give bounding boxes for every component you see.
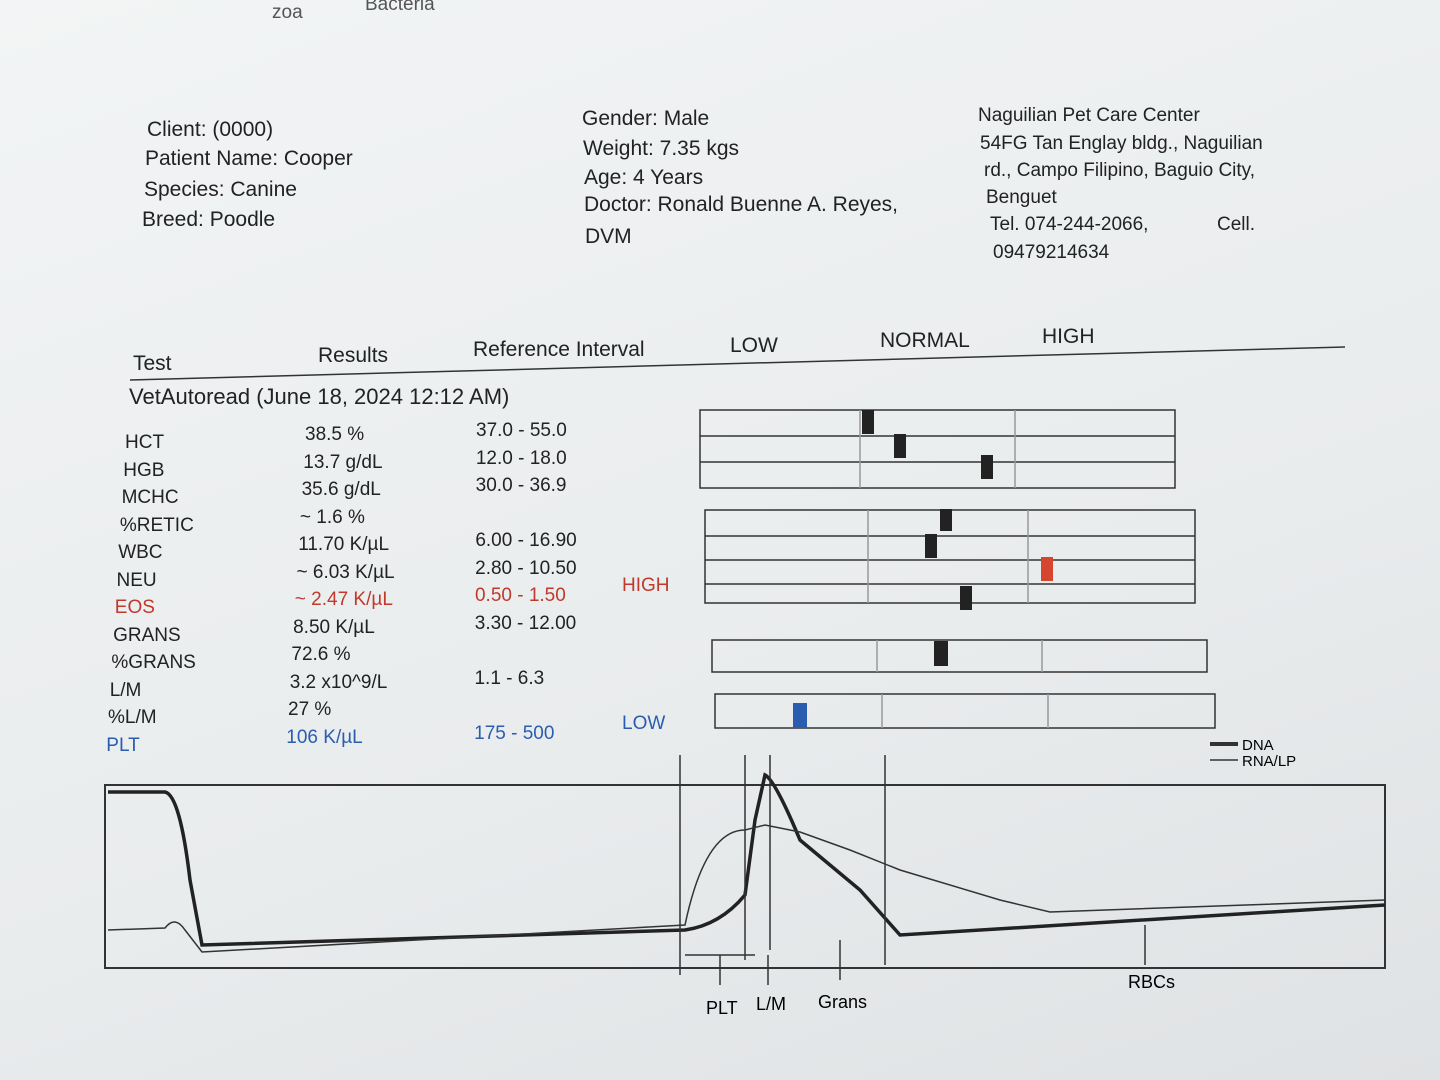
result: 13.7 g/dL <box>303 451 383 473</box>
result: 72.6 % <box>291 644 351 665</box>
range-bars <box>699 409 1216 729</box>
patient-line: DVM <box>585 225 632 248</box>
result: 106 K/µL <box>286 726 363 748</box>
result: 8.50 K/µL <box>293 616 375 638</box>
test-name: %GRANS <box>111 652 196 673</box>
reference: 3.30 - 12.00 <box>474 612 577 634</box>
header: NORMAL <box>880 329 970 352</box>
header: Results <box>318 344 389 367</box>
test-name: WBC <box>118 542 163 563</box>
fragment: Bacteria <box>365 0 435 15</box>
graph-label: RBCs <box>1128 972 1175 992</box>
test-name: HGB <box>123 459 165 481</box>
client-line: Patient Name: Cooper <box>145 147 353 170</box>
test-name: L/M <box>109 679 142 701</box>
graph-label: PLT <box>706 998 738 1018</box>
test-name: NEU <box>116 569 157 591</box>
graph-label: Grans <box>818 992 867 1012</box>
flag: HIGH <box>622 575 670 596</box>
test-name: %L/M <box>108 707 157 728</box>
flag: LOW <box>622 712 666 734</box>
header: Test <box>133 352 172 375</box>
test-name: EOS <box>114 597 155 618</box>
clinic-line: rd., Campo Filipino, Baguio City, <box>984 160 1256 181</box>
reference: 6.00 - 16.90 <box>475 530 577 551</box>
clinic-line: Naguilian Pet Care Center <box>978 105 1200 126</box>
legend-label: DNA <box>1242 737 1274 754</box>
reference: 2.80 - 10.50 <box>475 557 577 579</box>
clinic-cell-number: 09479214634 <box>993 242 1110 263</box>
result: ~ 1.6 % <box>299 506 365 528</box>
test-name: GRANS <box>113 624 181 646</box>
result: ~ 2.47 K/µL <box>294 589 393 610</box>
client-line: Breed: Poodle <box>142 208 276 231</box>
fragment: zoa <box>272 2 303 23</box>
clinic-line: 54FG Tan Englay bldg., Naguilian <box>980 133 1263 154</box>
result: ~ 6.03 K/µL <box>296 561 395 583</box>
header: HIGH <box>1042 325 1095 348</box>
header-rule <box>129 346 1346 381</box>
reference: 1.1 - 6.3 <box>474 667 545 689</box>
graph-label: L/M <box>756 994 786 1014</box>
patient-line: Weight: 7.35 kgs <box>583 137 740 160</box>
clinic-cell: Cell. <box>1217 214 1256 235</box>
clinic-tel: Tel. 074-244-2066, <box>990 214 1149 235</box>
histogram: DNA RNA/LP PLT L/M Grans RBCs <box>104 737 1386 1018</box>
header: LOW <box>730 334 778 357</box>
range-markers <box>793 410 1053 728</box>
reference: 175 - 500 <box>474 722 555 744</box>
section-title: VetAutoread (June 18, 2024 12:12 AM) <box>129 384 510 409</box>
result: 27 % <box>288 699 332 720</box>
clinic-line: Benguet <box>986 187 1057 208</box>
test-name: HCT <box>125 432 165 453</box>
reference: 30.0 - 36.9 <box>475 475 567 496</box>
legend-label: RNA/LP <box>1242 753 1296 770</box>
client-line: Species: Canine <box>144 178 297 201</box>
patient-line: Gender: Male <box>582 107 710 130</box>
reference: 37.0 - 55.0 <box>476 420 567 441</box>
result: 38.5 % <box>305 424 365 445</box>
patient-line: Doctor: Ronald Buenne A. Reyes, <box>584 193 899 216</box>
reference: 12.0 - 18.0 <box>475 447 567 469</box>
patient-line: Age: 4 Years <box>584 166 704 189</box>
reference: 0.50 - 1.50 <box>474 585 566 606</box>
test-name: MCHC <box>121 487 179 508</box>
result: 3.2 x10^9/L <box>289 671 388 693</box>
client-line: Client: (0000) <box>147 118 274 141</box>
header: Reference Interval <box>473 338 645 361</box>
test-name: %RETIC <box>119 514 194 536</box>
result: 35.6 g/dL <box>301 479 381 500</box>
test-name: PLT <box>106 734 140 756</box>
result: 11.70 K/µL <box>298 534 390 555</box>
